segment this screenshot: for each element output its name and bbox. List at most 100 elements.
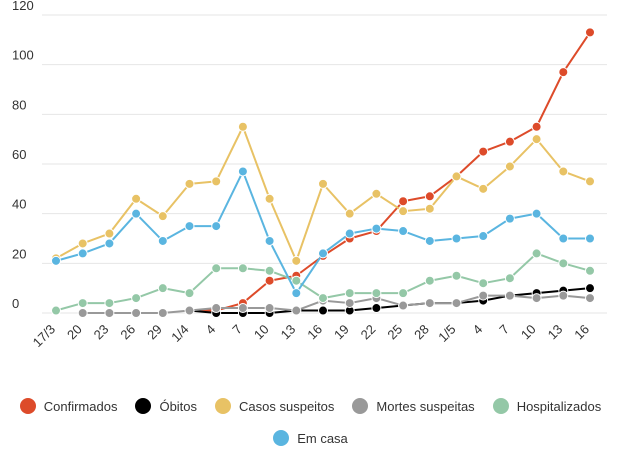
point-mortes-suspeitas-12 xyxy=(211,303,222,314)
point-em-casa-34 xyxy=(504,213,515,224)
point-em-casa-24 xyxy=(371,223,382,234)
point-confirmados-36 xyxy=(531,121,542,132)
legend-label-confirmados: Confirmados xyxy=(43,398,118,414)
point-hospitalizados-26 xyxy=(398,288,409,299)
point-hospitalizados-10 xyxy=(184,288,195,299)
point-mortes-suspeitas-2 xyxy=(77,308,88,318)
point-mortes-suspeitas-28 xyxy=(424,298,435,309)
gridlines xyxy=(42,14,607,314)
point-casos-suspeitos-38 xyxy=(558,166,569,177)
x-tick-label-16: 16 xyxy=(571,322,592,343)
x-tick-label-22: 22 xyxy=(358,322,379,343)
x-tick-label-19: 19 xyxy=(331,322,352,343)
point-em-casa-28 xyxy=(424,235,435,246)
point-hospitalizados-2 xyxy=(77,298,88,309)
point-obitos-20 xyxy=(318,305,328,316)
legend-label-casos-suspeitos: Casos suspeitos xyxy=(239,398,335,414)
point-mortes-suspeitas-38 xyxy=(558,290,569,301)
legend-item-em-casa[interactable]: Em casa xyxy=(273,430,348,446)
point-hospitalizados-20 xyxy=(318,293,328,304)
x-tick-label-17-3: 17/3 xyxy=(30,322,59,351)
x-tick-label-23: 23 xyxy=(91,322,112,343)
legend-dot-hospitalizados-icon xyxy=(492,398,509,414)
point-em-casa-2 xyxy=(77,248,88,259)
point-hospitalizados-40 xyxy=(585,265,595,276)
point-confirmados-32 xyxy=(478,146,489,157)
point-hospitalizados-16 xyxy=(264,265,275,276)
point-mortes-suspeitas-8 xyxy=(157,308,168,318)
point-casos-suspeitos-32 xyxy=(478,183,489,194)
y-tick-label-100: 100 xyxy=(12,48,34,63)
x-tick-label-4: 4 xyxy=(470,322,486,338)
legend-item-confirmados[interactable]: Confirmados xyxy=(19,398,118,414)
point-hospitalizados-18 xyxy=(291,275,302,286)
legend-label-hospitalizados: Hospitalizados xyxy=(516,398,602,414)
legend-dot-em-casa-icon xyxy=(273,430,290,446)
point-hospitalizados-0 xyxy=(51,305,61,316)
legend-item-hospitalizados[interactable]: Hospitalizados xyxy=(492,398,602,414)
point-em-casa-8 xyxy=(157,235,168,246)
x-tick-label-25: 25 xyxy=(384,322,405,343)
point-casos-suspeitos-4 xyxy=(104,228,115,239)
series-em-casa xyxy=(51,166,595,299)
point-em-casa-36 xyxy=(531,208,542,219)
legend-row-1: Confirmados Óbitos Casos suspeitos Morte… xyxy=(0,390,621,422)
legend-item-obitos[interactable]: Óbitos xyxy=(135,398,197,414)
series-line-obitos xyxy=(189,287,591,314)
point-confirmados-40 xyxy=(585,27,595,38)
point-hospitalizados-30 xyxy=(451,270,462,281)
point-hospitalizados-28 xyxy=(424,275,435,286)
legend-item-casos-suspeitos[interactable]: Casos suspeitos xyxy=(215,398,334,414)
point-em-casa-40 xyxy=(585,233,595,244)
point-hospitalizados-12 xyxy=(211,263,222,274)
y-tick-label-40: 40 xyxy=(12,197,26,212)
point-casos-suspeitos-34 xyxy=(504,161,515,172)
legend: Confirmados Óbitos Casos suspeitos Morte… xyxy=(0,390,621,454)
point-mortes-suspeitas-18 xyxy=(291,305,302,316)
point-mortes-suspeitas-14 xyxy=(237,303,248,314)
legend-label-em-casa: Em casa xyxy=(297,430,348,446)
point-hospitalizados-34 xyxy=(504,273,515,284)
legend-dot-obitos-icon xyxy=(135,398,152,414)
point-casos-suspeitos-28 xyxy=(424,203,435,214)
point-casos-suspeitos-12 xyxy=(211,176,222,187)
point-hospitalizados-24 xyxy=(371,288,382,299)
point-casos-suspeitos-14 xyxy=(237,121,248,132)
point-hospitalizados-38 xyxy=(558,258,569,269)
y-tick-label-60: 60 xyxy=(12,147,26,162)
point-em-casa-38 xyxy=(558,233,569,244)
x-tick-label-29: 29 xyxy=(144,322,165,343)
point-confirmados-26 xyxy=(398,196,409,207)
point-casos-suspeitos-8 xyxy=(157,211,168,222)
x-tick-label-13: 13 xyxy=(278,322,299,343)
point-casos-suspeitos-18 xyxy=(291,255,302,266)
point-em-casa-6 xyxy=(131,208,142,219)
point-em-casa-20 xyxy=(318,248,328,259)
series-line-confirmados xyxy=(189,31,591,312)
x-axis-tick-labels: 17/3 20 23 26 29 1/4 4 7 10 13 16 19 22 25 28 1/5 4 7 10 13… xyxy=(30,322,593,351)
legend-item-mortes-suspeitas[interactable]: Mortes suspeitas xyxy=(352,398,475,414)
point-em-casa-12 xyxy=(211,221,222,232)
point-hospitalizados-36 xyxy=(531,248,542,259)
point-mortes-suspeitas-34 xyxy=(504,290,515,301)
legend-dot-mortes-suspeitas-icon xyxy=(352,398,369,414)
x-tick-label-1-5: 1/5 xyxy=(435,322,458,345)
point-casos-suspeitos-10 xyxy=(184,178,195,189)
point-confirmados-34 xyxy=(504,136,515,147)
x-tick-label-7: 7 xyxy=(496,322,512,338)
point-em-casa-18 xyxy=(291,288,302,299)
x-tick-label-13: 13 xyxy=(545,322,566,343)
point-mortes-suspeitas-36 xyxy=(531,293,542,304)
point-em-casa-26 xyxy=(398,226,409,237)
point-mortes-suspeitas-40 xyxy=(585,293,595,304)
x-tick-label-10: 10 xyxy=(518,322,539,343)
x-tick-label-10: 10 xyxy=(251,322,272,343)
x-tick-label-4: 4 xyxy=(203,322,219,338)
point-hospitalizados-8 xyxy=(157,283,168,294)
y-tick-label-120: 120 xyxy=(12,0,34,13)
point-em-casa-32 xyxy=(478,231,489,242)
point-mortes-suspeitas-10 xyxy=(184,305,195,316)
point-em-casa-16 xyxy=(264,235,275,246)
point-casos-suspeitos-36 xyxy=(531,134,542,145)
